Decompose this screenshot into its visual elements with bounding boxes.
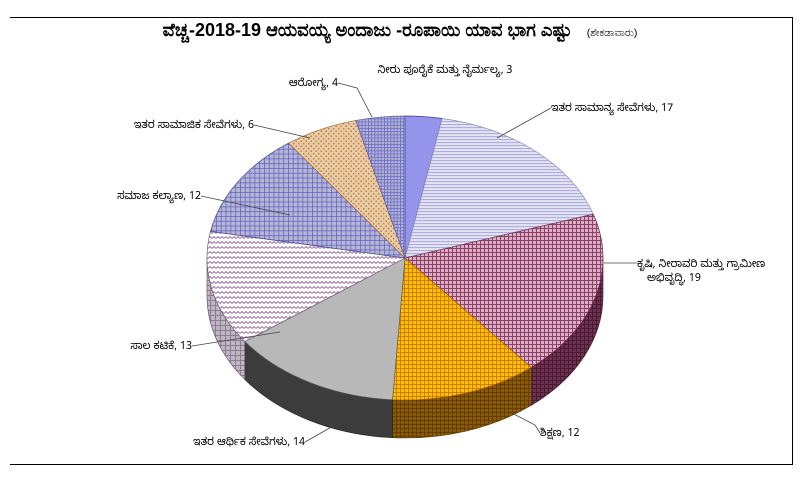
svg-text:ಕೃಷಿ, ನೀರಾವರಿ ಮತ್ತು ಗ್ರಾಮೀಣ: ಕೃಷಿ, ನೀರಾವರಿ ಮತ್ತು ಗ್ರಾಮೀಣ [637, 258, 765, 273]
svg-text:ಅಭಿವೃದ್ಧಿ, 19: ಅಭಿವೃದ್ಧಿ, 19 [647, 272, 701, 287]
svg-text:ಇತರ ಸಾಮಾಜಿಕ ಸೇವೆಗಳು, 6: ಇತರ ಸಾಮಾಜಿಕ ಸೇವೆಗಳು, 6 [134, 119, 254, 134]
svg-text:ಶಿಕ್ಷಣ, 12: ಶಿಕ್ಷಣ, 12 [540, 427, 580, 442]
svg-text:ಇತರ ಆರ್ಥಿಕ ಸೇವೆಗಳು, 14: ಇತರ ಆರ್ಥಿಕ ಸೇವೆಗಳು, 14 [193, 436, 305, 451]
svg-text:ನೀರು ಪೂರೈಕೆ ಮತ್ತು ನೈರ್ಮಲ್ಯ, 3: ನೀರು ಪೂರೈಕೆ ಮತ್ತು ನೈರ್ಮಲ್ಯ, 3 [378, 64, 513, 79]
svg-text:ಸಾಲ ಕಟಿಕೆ, 13: ಸಾಲ ಕಟಿಕೆ, 13 [130, 340, 192, 355]
svg-text:ಆರೋಗ್ಯ, 4: ಆರೋಗ್ಯ, 4 [289, 77, 338, 92]
svg-text:ಸಮಾಜ ಕಲ್ಯಾಣ, 12: ಸಮಾಜ ಕಲ್ಯಾಣ, 12 [117, 190, 201, 205]
svg-text:ಇತರ ಸಾಮಾನ್ಯ ಸೇವೆಗಳು, 17: ಇತರ ಸಾಮಾನ್ಯ ಸೇವೆಗಳು, 17 [551, 102, 673, 117]
